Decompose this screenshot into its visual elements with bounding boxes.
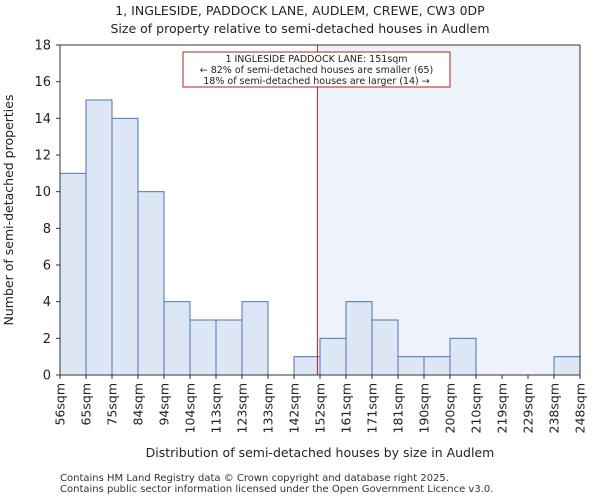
x-tick-label: 219sqm <box>495 383 510 433</box>
x-tick-label: 142sqm <box>287 383 302 433</box>
x-tick-label: 181sqm <box>391 383 406 433</box>
bar-161sqm <box>345 301 373 376</box>
x-tick-label: 65sqm <box>79 383 94 426</box>
annotation-line-3: 18% of semi-detached houses are larger (… <box>203 76 430 87</box>
chart-subtitle: Size of property relative to semi-detach… <box>110 21 490 36</box>
x-axis-label: Distribution of semi-detached houses by … <box>146 445 495 460</box>
x-tick-label: 171sqm <box>365 383 380 433</box>
y-tick-label: 16 <box>34 75 51 90</box>
x-tick-label: 94sqm <box>157 383 172 426</box>
y-tick-label: 8 <box>43 222 51 237</box>
x-tick-label: 200sqm <box>443 383 458 433</box>
footer-copyright: Contains HM Land Registry data © Crown c… <box>60 473 449 484</box>
x-tick-label: 84sqm <box>131 383 146 426</box>
chart-title: 1, INGLESIDE, PADDOCK LANE, AUDLEM, CREW… <box>115 3 485 18</box>
bar-75sqm <box>111 117 139 376</box>
bar-152sqm <box>319 337 347 376</box>
x-tick-label: 113sqm <box>209 383 224 433</box>
bar-171sqm <box>371 319 399 376</box>
annotation-line-2: ← 82% of semi-detached houses are smalle… <box>200 65 434 76</box>
y-tick-label: 0 <box>43 369 51 384</box>
x-tick-label: 104sqm <box>183 383 198 433</box>
bar-113sqm <box>215 319 243 376</box>
y-axis-label: Number of semi-detached properties <box>1 95 16 326</box>
x-tick-label: 210sqm <box>469 383 484 433</box>
x-tick-label: 152sqm <box>313 383 328 433</box>
x-tick-label: 229sqm <box>521 383 536 433</box>
bar-56sqm <box>59 172 87 376</box>
bar-200sqm <box>449 337 477 376</box>
bar-181sqm <box>397 356 425 376</box>
x-tick-label: 238sqm <box>547 383 562 433</box>
bar-65sqm <box>85 99 113 376</box>
bar-190sqm <box>423 356 451 376</box>
y-tick-label: 18 <box>34 39 51 54</box>
y-tick-label: 2 <box>43 332 51 347</box>
footer-licence: Contains public sector information licen… <box>60 484 494 495</box>
x-tick-label: 56sqm <box>53 383 68 426</box>
bar-123sqm <box>241 301 269 376</box>
y-tick-label: 6 <box>43 259 51 274</box>
x-tick-label: 133sqm <box>261 383 276 433</box>
y-tick-label: 14 <box>34 112 51 127</box>
x-tick-label: 248sqm <box>573 383 588 433</box>
y-tick-label: 10 <box>34 185 51 200</box>
annotation-box <box>182 51 451 88</box>
x-tick-label: 123sqm <box>235 383 250 433</box>
y-tick-label: 12 <box>34 149 51 164</box>
bar-142sqm <box>293 356 321 376</box>
x-tick-label: 190sqm <box>417 383 432 433</box>
x-tick-label: 161sqm <box>339 383 354 433</box>
x-tick-label: 75sqm <box>105 383 120 426</box>
bar-104sqm <box>189 319 217 376</box>
bar-238sqm <box>553 356 581 376</box>
annotation-line-1: 1 INGLESIDE PADDOCK LANE: 151sqm <box>225 54 407 65</box>
bar-94sqm <box>163 301 191 376</box>
bar-84sqm <box>137 191 165 376</box>
y-tick-label: 4 <box>43 295 51 310</box>
